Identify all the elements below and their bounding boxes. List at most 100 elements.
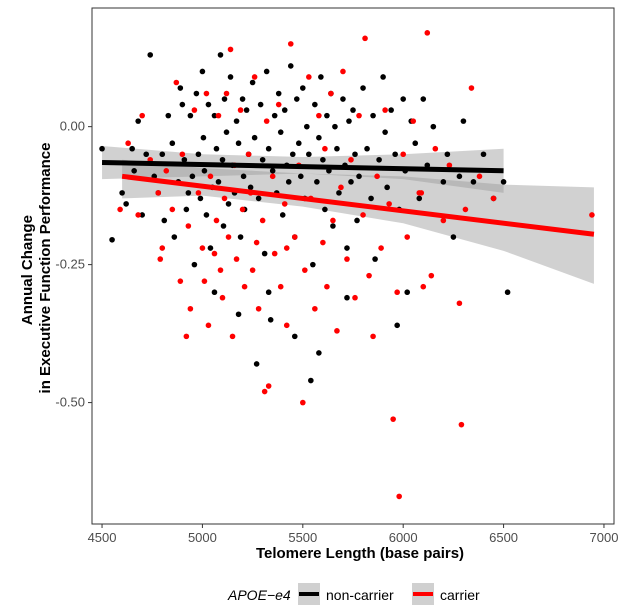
data-point-carrier	[201, 278, 208, 284]
data-point-non-carrier	[346, 118, 352, 124]
data-point-carrier	[195, 190, 202, 196]
data-point-carrier	[139, 112, 145, 119]
data-point-non-carrier	[217, 52, 224, 58]
data-point-non-carrier	[320, 156, 326, 163]
data-point-non-carrier	[293, 96, 300, 102]
data-point-non-carrier	[225, 201, 232, 207]
plot-border	[91, 7, 615, 525]
data-point-non-carrier	[119, 190, 125, 196]
data-point-carrier	[458, 421, 465, 428]
data-point-carrier	[253, 239, 260, 246]
data-point-non-carrier	[354, 217, 360, 224]
legend-label-non-carrier: non-carrier	[326, 587, 394, 603]
data-point-carrier	[239, 206, 246, 213]
data-point-carrier	[316, 112, 322, 119]
data-point-non-carrier	[263, 68, 270, 75]
data-point-carrier	[424, 30, 431, 36]
data-point-non-carrier	[412, 140, 419, 147]
data-point-non-carrier	[289, 151, 296, 158]
data-point-non-carrier	[324, 112, 330, 119]
data-point-carrier	[217, 267, 224, 273]
data-point-carrier	[249, 267, 256, 273]
data-point-carrier	[241, 283, 248, 290]
data-point-carrier	[215, 112, 222, 119]
data-point-non-carrier	[394, 322, 400, 329]
data-point-carrier	[225, 234, 232, 240]
data-point-non-carrier	[420, 96, 427, 102]
data-point-non-carrier	[237, 234, 244, 240]
data-point-carrier	[213, 217, 220, 224]
data-point-carrier	[456, 300, 463, 307]
data-point-carrier	[344, 256, 350, 262]
data-point-non-carrier	[300, 85, 306, 91]
data-point-non-carrier	[380, 74, 386, 80]
data-point-carrier	[390, 416, 396, 422]
data-point-carrier	[328, 90, 334, 97]
data-point-non-carrier	[330, 223, 336, 229]
data-point-carrier	[227, 46, 234, 53]
data-point-carrier	[360, 212, 366, 218]
data-point-non-carrier	[388, 107, 394, 113]
data-point-non-carrier	[279, 212, 286, 218]
data-point-carrier	[340, 68, 346, 75]
data-point-non-carrier	[257, 101, 264, 108]
data-point-carrier	[187, 305, 194, 312]
legend-title: APOE−e4	[227, 587, 291, 603]
data-point-non-carrier	[376, 156, 382, 163]
data-point-carrier	[400, 151, 406, 158]
data-point-carrier	[440, 217, 447, 224]
data-point-carrier	[163, 168, 170, 174]
data-point-non-carrier	[99, 145, 105, 152]
y-axis-ticks: 0.00 -0.25 -0.50	[55, 119, 92, 410]
data-point-non-carrier	[220, 223, 227, 229]
data-point-carrier	[269, 173, 276, 180]
data-point-carrier	[432, 145, 439, 152]
data-point-non-carrier	[201, 168, 208, 174]
data-point-non-carrier	[334, 145, 340, 152]
data-point-non-carrier	[364, 145, 370, 152]
data-point-carrier	[382, 107, 388, 113]
data-point-carrier	[117, 206, 123, 213]
data-point-non-carrier	[504, 289, 511, 296]
data-point-carrier	[177, 278, 184, 284]
data-point-non-carrier	[275, 90, 282, 97]
data-point-carrier	[271, 250, 278, 257]
data-point-carrier	[179, 151, 186, 158]
data-point-non-carrier	[221, 96, 228, 102]
data-point-non-carrier	[109, 236, 115, 243]
y-tick-label: -0.50	[55, 395, 85, 410]
data-point-non-carrier	[470, 179, 477, 185]
data-point-non-carrier	[143, 151, 150, 158]
data-point-non-carrier	[267, 317, 274, 323]
data-point-non-carrier	[147, 52, 154, 58]
data-point-carrier	[394, 289, 400, 296]
data-point-non-carrier	[243, 107, 250, 113]
data-point-non-carrier	[169, 140, 176, 147]
data-point-carrier	[338, 184, 344, 191]
data-point-carrier	[334, 328, 340, 334]
data-point-carrier	[589, 212, 595, 218]
data-point-non-carrier	[384, 184, 390, 191]
data-point-carrier	[251, 74, 258, 80]
data-point-non-carrier	[316, 134, 322, 141]
confidence-band-non-carrier	[102, 145, 504, 193]
data-point-non-carrier	[287, 63, 294, 69]
data-point-non-carrier	[312, 101, 318, 108]
data-point-non-carrier	[306, 151, 312, 158]
data-point-non-carrier	[352, 151, 358, 158]
data-point-carrier	[306, 74, 312, 80]
data-point-carrier	[370, 333, 376, 340]
data-point-non-carrier	[348, 179, 354, 185]
data-point-carrier	[396, 493, 402, 500]
data-point-non-carrier	[344, 294, 350, 301]
data-point-non-carrier	[400, 96, 406, 102]
data-point-non-carrier	[207, 245, 214, 251]
data-point-non-carrier	[277, 129, 284, 135]
data-point-non-carrier	[416, 195, 423, 202]
data-point-carrier	[245, 151, 252, 158]
data-point-non-carrier	[368, 195, 374, 202]
x-axis-ticks: 4500 5000 5500 6000 6500 7000	[88, 524, 618, 545]
data-point-non-carrier	[183, 206, 190, 213]
